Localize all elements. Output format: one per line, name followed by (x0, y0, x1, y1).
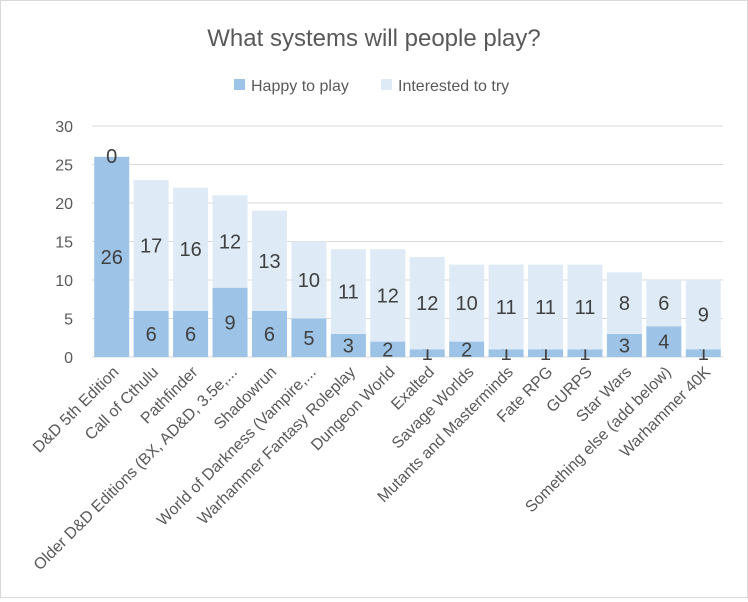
data-label: 10 (298, 270, 320, 292)
data-label: 8 (619, 293, 630, 315)
bar-segment (133, 179, 169, 311)
chart-legend: Happy to play Interested to try (234, 78, 509, 95)
bar-segment (212, 195, 248, 288)
bar-segment (567, 349, 603, 357)
bar-segment (685, 280, 721, 350)
data-label: 11 (535, 297, 556, 319)
bar-segment (291, 318, 327, 357)
data-label: 2 (382, 339, 393, 361)
data-label: 1 (540, 343, 551, 365)
chart-title: What systems will people play? (207, 25, 540, 52)
bar-segment (567, 264, 603, 350)
data-label: 12 (219, 232, 241, 254)
bar-segment (370, 249, 406, 342)
bar-segment (409, 349, 445, 357)
bar-segment (606, 333, 642, 357)
bar-segment (449, 264, 485, 342)
bar-segment (488, 264, 524, 350)
data-label: 2 (461, 339, 472, 361)
bars: 2606176169126135103112121122101111111113… (94, 146, 721, 365)
bar-segment (409, 256, 445, 350)
y-tick-label: 25 (55, 158, 73, 175)
data-label: 6 (146, 324, 157, 346)
data-label: 11 (496, 297, 517, 319)
data-label: 9 (698, 305, 709, 327)
legend-label: Interested to try (398, 78, 509, 95)
y-tick-label: 20 (55, 196, 73, 213)
legend-label: Happy to play (251, 78, 349, 95)
y-tick-label: 10 (55, 273, 73, 290)
bar-segment (606, 272, 642, 334)
data-label: 17 (140, 235, 162, 257)
data-label: 12 (377, 285, 399, 307)
data-label: 1 (698, 343, 709, 365)
bar-segment (330, 333, 366, 357)
bar-segment (646, 326, 682, 357)
bar-segment (251, 310, 287, 357)
data-label: 9 (224, 312, 235, 334)
data-label: 3 (619, 335, 630, 357)
bar-segment (685, 349, 721, 357)
bar-segment (330, 249, 366, 334)
bar-segment (94, 156, 130, 357)
data-label: 1 (501, 343, 512, 365)
bar-segment (646, 280, 682, 327)
data-label: 0 (106, 146, 117, 168)
data-label: 5 (303, 328, 314, 350)
data-label: 12 (416, 293, 438, 315)
data-label: 10 (456, 293, 478, 315)
legend-swatch (381, 79, 392, 90)
y-tick-label: 30 (55, 119, 73, 136)
y-tick-label: 5 (64, 312, 73, 329)
bar-segment (528, 349, 564, 357)
bar-segment (370, 341, 406, 357)
data-label: 3 (343, 335, 354, 357)
bar-segment (173, 310, 209, 357)
y-axis-ticks: 0 5 10 15 20 25 30 (55, 119, 73, 367)
y-tick-label: 15 (55, 235, 73, 252)
bar-segment (212, 287, 248, 357)
data-label: 26 (101, 247, 123, 269)
data-label: 6 (185, 324, 196, 346)
bar-segment (251, 210, 287, 311)
legend-item: Happy to play (234, 78, 349, 95)
bar-segment (488, 349, 524, 357)
data-label: 1 (422, 343, 433, 365)
legend-swatch (234, 79, 245, 90)
data-label: 4 (658, 332, 669, 354)
data-label: 6 (658, 293, 669, 315)
y-tick-label: 0 (64, 350, 73, 367)
bar-segment (291, 241, 327, 319)
bar-segment (173, 187, 209, 311)
bar-segment (449, 341, 485, 357)
data-label: 16 (179, 239, 201, 261)
bar-segment (133, 310, 169, 357)
data-label: 13 (258, 251, 280, 273)
legend-item: Interested to try (381, 78, 509, 95)
bar-segment (528, 264, 564, 350)
data-label: 1 (579, 343, 590, 365)
data-label: 6 (264, 324, 275, 346)
data-label: 11 (575, 297, 596, 319)
data-label: 11 (338, 282, 359, 304)
